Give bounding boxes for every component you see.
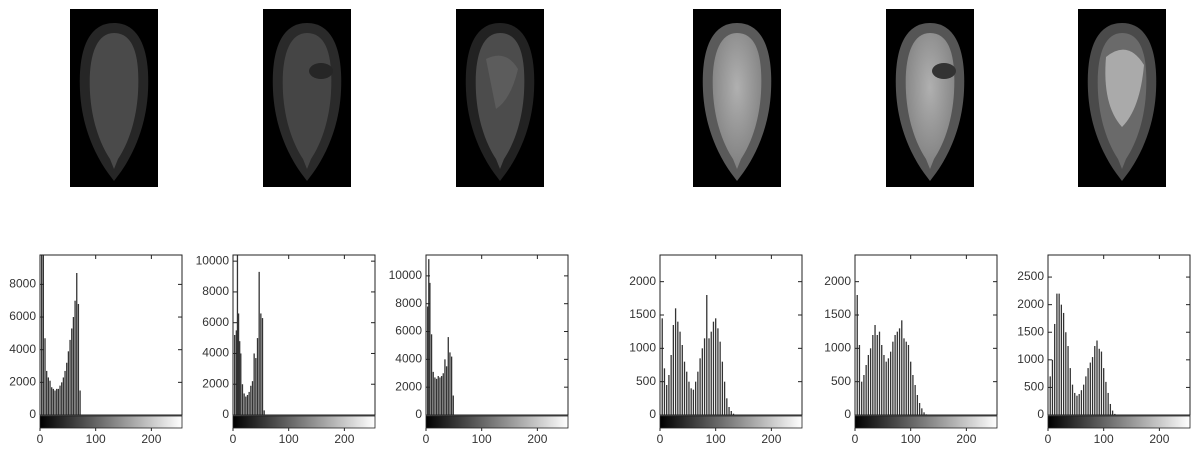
plot-frame (39, 254, 183, 416)
y-tick-label: 2000 (824, 274, 851, 288)
histogram: 0 500 1000 1500 2000 0 100 200 (629, 254, 803, 446)
x-tick-label: 200 (141, 432, 161, 446)
colorbar (425, 415, 569, 429)
y-tick-label: 500 (1024, 380, 1044, 394)
y-tick-label: 10000 (196, 253, 230, 267)
y-tick-label: 4000 (395, 352, 422, 366)
colorbar (232, 415, 376, 429)
y-tick-label: 4000 (202, 346, 229, 360)
y-tick-label: 2000 (395, 379, 422, 393)
y-tick-label: 4000 (9, 342, 36, 356)
x-tick-label: 0 (852, 432, 859, 446)
seed-image (886, 9, 974, 187)
y-tick-label: 0 (844, 407, 851, 421)
x-tick-label: 200 (334, 432, 354, 446)
colorbar (659, 415, 803, 429)
histogram: 0 500 1000 1500 2000 0 100 200 (824, 254, 998, 446)
y-tick-label: 500 (636, 374, 656, 388)
y-tick-label: 2000 (629, 274, 656, 288)
y-tick-label: 8000 (395, 296, 422, 310)
y-tick-label: 10000 (389, 268, 423, 282)
x-tick-label: 100 (472, 432, 492, 446)
x-tick-label: 200 (1149, 432, 1169, 446)
y-tick-label: 1000 (629, 341, 656, 355)
y-tick-label: 2500 (1017, 269, 1044, 283)
x-tick-label: 200 (761, 432, 781, 446)
x-tick-label: 100 (706, 432, 726, 446)
y-tick-label: 1000 (1017, 352, 1044, 366)
plot-frame (854, 254, 998, 416)
seed-image (693, 9, 781, 187)
colorbar (39, 415, 183, 429)
y-tick-label: 8000 (9, 277, 36, 291)
x-tick-label: 100 (279, 432, 299, 446)
plot-frame (1047, 254, 1191, 416)
plot-frame (232, 254, 376, 416)
plot-frame (425, 254, 569, 416)
x-tick-label: 0 (37, 432, 44, 446)
histogram: 0 2000 4000 6000 8000 10000 0 100 200 (389, 254, 569, 446)
y-tick-label: 2000 (1017, 297, 1044, 311)
y-tick-label: 6000 (395, 324, 422, 338)
x-tick-label: 100 (1094, 432, 1114, 446)
histogram: 0 2000 4000 6000 8000 0 100 200 (9, 254, 183, 446)
y-tick-label: 8000 (202, 284, 229, 298)
y-tick-label: 6000 (202, 315, 229, 329)
y-tick-label: 0 (649, 407, 656, 421)
y-tick-label: 1000 (824, 341, 851, 355)
seed-image (263, 9, 351, 187)
x-tick-label: 0 (657, 432, 664, 446)
y-tick-label: 1500 (629, 307, 656, 321)
y-tick-label: 0 (222, 407, 229, 421)
x-tick-label: 100 (901, 432, 921, 446)
colorbar (854, 415, 998, 429)
plot-frame (659, 254, 803, 416)
y-tick-label: 0 (29, 407, 36, 421)
y-tick-label: 6000 (9, 309, 36, 323)
x-tick-label: 0 (423, 432, 430, 446)
y-tick-label: 2000 (202, 376, 229, 390)
x-tick-label: 0 (230, 432, 237, 446)
colorbar (1047, 415, 1191, 429)
histogram: 0 500 1000 1500 2000 2500 0 100 200 (1017, 254, 1191, 446)
seed-image (456, 9, 544, 187)
x-tick-label: 200 (527, 432, 547, 446)
seed-image (1078, 9, 1166, 187)
y-tick-label: 1500 (824, 307, 851, 321)
x-tick-label: 0 (1045, 432, 1052, 446)
x-tick-label: 200 (956, 432, 976, 446)
y-tick-label: 0 (415, 407, 422, 421)
histogram: 0 2000 4000 6000 8000 10000 0 100 200 (196, 253, 376, 446)
x-tick-label: 100 (86, 432, 106, 446)
y-tick-label: 2000 (9, 375, 36, 389)
y-tick-label: 500 (831, 374, 851, 388)
y-tick-label: 1500 (1017, 324, 1044, 338)
y-tick-label: 0 (1037, 407, 1044, 421)
seed-image (70, 9, 158, 187)
